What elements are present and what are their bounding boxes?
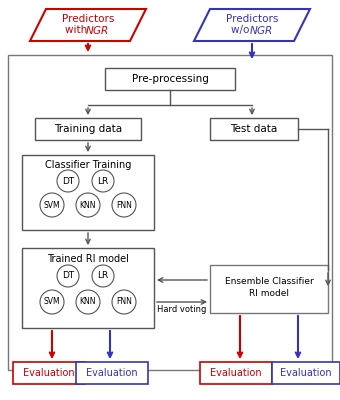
Bar: [105, 68, 235, 90]
Circle shape: [92, 170, 114, 192]
Text: Classifier Training: Classifier Training: [45, 160, 131, 170]
Text: FNN: FNN: [116, 298, 132, 306]
Text: w/o: w/o: [231, 25, 253, 35]
Text: SVM: SVM: [44, 298, 60, 306]
Text: LR: LR: [97, 272, 108, 280]
Text: Evaluation: Evaluation: [23, 368, 75, 378]
Bar: [76, 362, 148, 384]
Text: FNN: FNN: [116, 200, 132, 210]
Text: KNN: KNN: [80, 298, 96, 306]
Text: with: with: [65, 25, 91, 35]
Circle shape: [112, 193, 136, 217]
Text: Evaluation: Evaluation: [280, 368, 332, 378]
Text: SVM: SVM: [44, 200, 60, 210]
Bar: [210, 118, 298, 140]
Bar: [22, 248, 154, 328]
Text: Pre-processing: Pre-processing: [132, 74, 208, 84]
Text: DT: DT: [62, 272, 74, 280]
Circle shape: [76, 290, 100, 314]
Text: Evaluation: Evaluation: [86, 368, 138, 378]
Text: Test data: Test data: [231, 124, 278, 134]
Circle shape: [76, 193, 100, 217]
Polygon shape: [30, 9, 146, 41]
Text: $\it{NGR}$: $\it{NGR}$: [249, 24, 273, 36]
Bar: [35, 118, 141, 140]
Circle shape: [92, 265, 114, 287]
Text: $\it{NGR}$: $\it{NGR}$: [85, 24, 109, 36]
Circle shape: [57, 265, 79, 287]
Bar: [210, 265, 328, 313]
Text: Training data: Training data: [54, 124, 122, 134]
Circle shape: [40, 193, 64, 217]
Text: RI model: RI model: [249, 290, 289, 298]
Circle shape: [57, 170, 79, 192]
Bar: [13, 362, 85, 384]
Text: Evaluation: Evaluation: [210, 368, 262, 378]
Bar: [272, 362, 340, 384]
Text: Ensemble Classifier: Ensemble Classifier: [225, 278, 313, 286]
Text: Hard voting: Hard voting: [157, 306, 207, 314]
Text: Predictors: Predictors: [62, 14, 114, 24]
Text: DT: DT: [62, 176, 74, 186]
Bar: [8, 55, 332, 370]
Polygon shape: [194, 9, 310, 41]
Text: LR: LR: [97, 176, 108, 186]
Circle shape: [40, 290, 64, 314]
Bar: [22, 155, 154, 230]
Bar: [200, 362, 272, 384]
Circle shape: [112, 290, 136, 314]
Text: Trained RI model: Trained RI model: [47, 254, 129, 264]
Text: KNN: KNN: [80, 200, 96, 210]
Text: Predictors: Predictors: [226, 14, 278, 24]
